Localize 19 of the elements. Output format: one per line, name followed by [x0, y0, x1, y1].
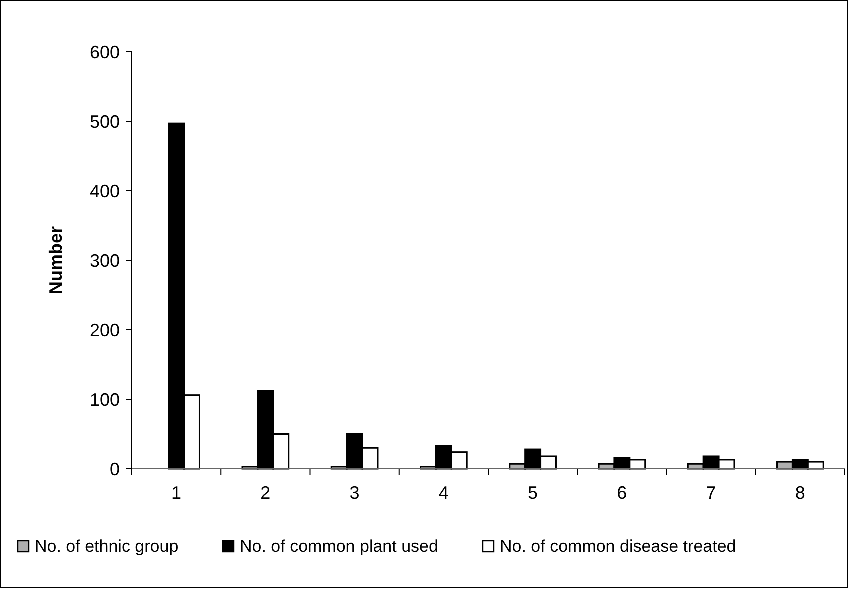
x-tick-label: 7: [706, 483, 716, 503]
x-tick-label: 2: [260, 483, 271, 503]
legend-label: No. of ethnic group: [35, 537, 179, 556]
y-tick-label: 300: [90, 250, 120, 271]
x-tick-label: 1: [172, 483, 182, 503]
x-tick-label: 8: [795, 483, 806, 503]
legend-label: No. of common disease treated: [500, 537, 736, 556]
x-tick-label: 3: [350, 483, 360, 503]
y-tick-label: 400: [90, 181, 120, 202]
x-tick-label: 5: [528, 483, 538, 503]
y-tick-label: 500: [90, 112, 120, 132]
y-tick-label: 0: [110, 459, 120, 480]
y-tick-label: 600: [90, 42, 120, 62]
x-tick-label: 4: [438, 483, 449, 503]
y-axis-title: Number: [46, 226, 66, 295]
y-tick-label: 200: [90, 320, 120, 340]
legend-label: No. of common plant used: [240, 537, 438, 556]
y-tick-label: 100: [90, 390, 120, 410]
x-tick-label: 6: [617, 483, 628, 503]
